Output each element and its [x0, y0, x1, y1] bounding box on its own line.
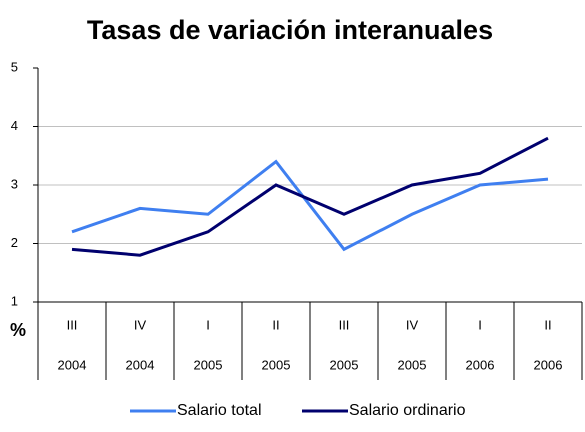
y-tick-label: 1 [11, 293, 18, 308]
x-tick-year: 2004 [58, 357, 87, 372]
x-tick-year: 2005 [194, 357, 223, 372]
x-tick-label: I [478, 317, 482, 332]
x-tick-year: 2005 [398, 357, 427, 372]
x-tick-label: I [206, 317, 210, 332]
x-tick-year: 2006 [534, 357, 563, 372]
y-tick-label: 4 [11, 118, 18, 133]
y-tick-label: 3 [11, 176, 18, 191]
chart-title: Tasas de variación interanuales [87, 15, 493, 45]
x-tick-year: 2005 [262, 357, 291, 372]
x-tick-label: II [544, 317, 551, 332]
y-tick-label: 2 [11, 235, 18, 250]
y-axis-label: % [10, 320, 26, 340]
x-tick-label: III [67, 317, 78, 332]
x-tick-year: 2006 [466, 357, 495, 372]
legend-label: Salario ordinario [349, 402, 466, 419]
x-tick-year: 2005 [330, 357, 359, 372]
x-tick-label: II [272, 317, 279, 332]
x-tick-label: IV [134, 317, 147, 332]
y-tick-label: 5 [11, 59, 18, 74]
x-tick-label: III [339, 317, 350, 332]
legend-label: Salario total [177, 402, 262, 419]
series-line [71, 159, 549, 252]
x-tick-year: 2004 [126, 357, 155, 372]
series-line [71, 136, 549, 257]
x-tick-label: IV [406, 317, 419, 332]
